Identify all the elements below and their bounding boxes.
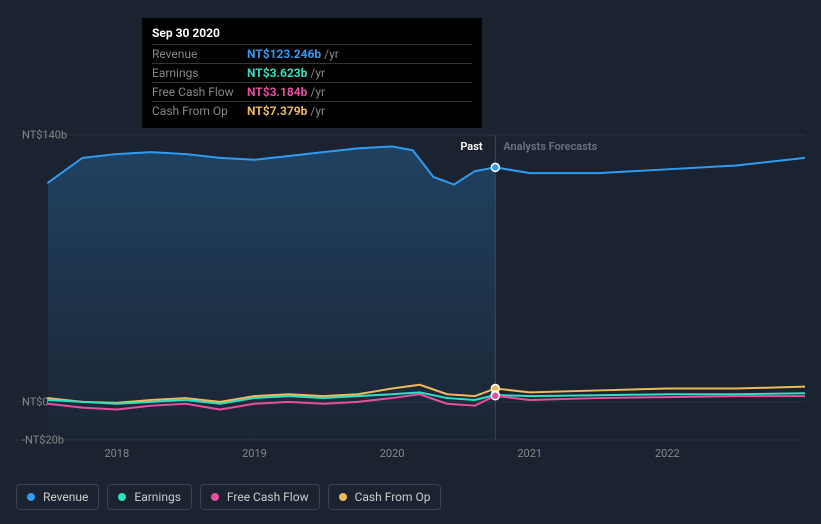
tooltip-row-unit: /yr xyxy=(310,104,325,118)
tooltip-row-unit: /yr xyxy=(324,47,339,61)
tooltip-row-label: Earnings xyxy=(152,66,247,80)
tooltip-row-label: Revenue xyxy=(152,47,247,61)
tooltip-row-unit: /yr xyxy=(310,85,325,99)
tooltip-row-unit: /yr xyxy=(310,66,325,80)
legend-label: Earnings xyxy=(134,490,181,504)
analysts-forecasts-label: Analysts Forecasts xyxy=(503,140,597,153)
tooltip-row: RevenueNT$123.246b/yr xyxy=(152,44,472,63)
legend-dot-icon xyxy=(339,493,347,501)
tooltip-row: Free Cash FlowNT$3.184b/yr xyxy=(152,82,472,101)
tooltip-row-value: NT$3.184b xyxy=(247,85,307,99)
legend-dot-icon xyxy=(118,493,126,501)
x-axis-label: 2020 xyxy=(380,447,405,460)
tooltip-row-value: NT$7.379b xyxy=(247,104,307,118)
legend-label: Revenue xyxy=(43,490,88,504)
chart-svg xyxy=(16,120,805,460)
x-axis-label: 2018 xyxy=(104,447,129,460)
legend-label: Cash From Op xyxy=(355,490,431,504)
y-axis-label: -NT$20b xyxy=(22,434,64,447)
x-axis-label: 2021 xyxy=(517,447,542,460)
tooltip-row-label: Free Cash Flow xyxy=(152,85,247,99)
earnings-revenue-chart: Past Analysts Forecasts -NT$20b NT$0 NT$14… xyxy=(16,120,805,460)
tooltip-date: Sep 30 2020 xyxy=(152,26,472,44)
legend-item-earnings[interactable]: Earnings xyxy=(107,484,192,510)
legend-item-cash-from-op[interactable]: Cash From Op xyxy=(328,484,442,510)
legend-item-free-cash-flow[interactable]: Free Cash Flow xyxy=(200,484,320,510)
legend: Revenue Earnings Free Cash Flow Cash From O… xyxy=(16,484,441,510)
tooltip-row: Cash From OpNT$7.379b/yr xyxy=(152,101,472,120)
past-label: Past xyxy=(460,140,482,153)
x-axis-label: 2022 xyxy=(655,447,680,460)
legend-dot-icon xyxy=(27,493,35,501)
legend-label: Free Cash Flow xyxy=(227,490,309,504)
tooltip-row: EarningsNT$3.623b/yr xyxy=(152,63,472,82)
legend-dot-icon xyxy=(211,493,219,501)
x-axis-label: 2019 xyxy=(242,447,267,460)
tooltip-row-label: Cash From Op xyxy=(152,104,247,118)
tooltip-row-value: NT$123.246b xyxy=(247,47,321,61)
y-axis-label: NT$140b xyxy=(22,129,67,142)
tooltip-row-value: NT$3.623b xyxy=(247,66,307,80)
chart-tooltip: Sep 30 2020 RevenueNT$123.246b/yrEarning… xyxy=(142,18,482,128)
y-axis-label: NT$0 xyxy=(22,395,49,408)
legend-item-revenue[interactable]: Revenue xyxy=(16,484,99,510)
